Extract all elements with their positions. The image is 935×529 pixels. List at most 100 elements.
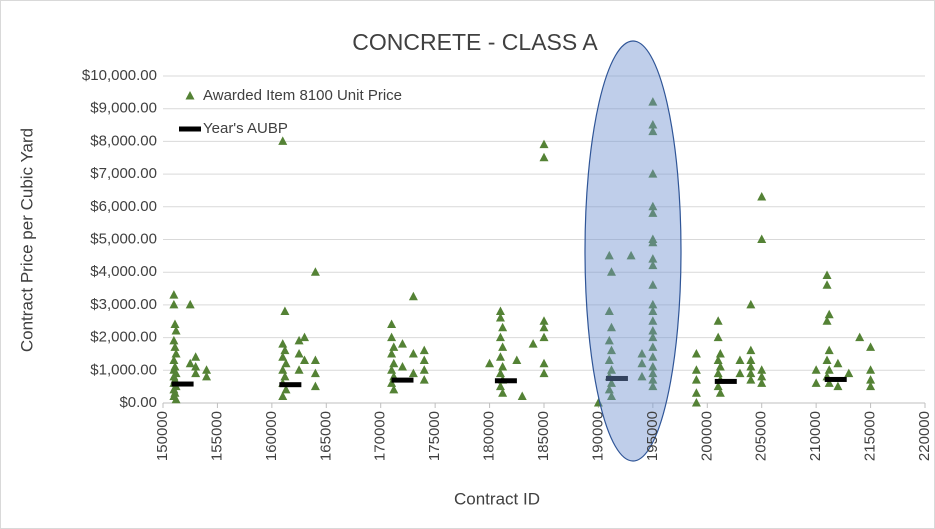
y-tick-label: $4,000.00 (90, 263, 157, 280)
price-point (278, 391, 288, 400)
price-point (387, 319, 397, 329)
aubp-dash (279, 382, 302, 388)
x-tick-label: 175000 (426, 411, 443, 461)
price-point (713, 332, 723, 342)
price-point (648, 375, 658, 384)
price-point (691, 365, 701, 374)
price-point (648, 381, 658, 391)
price-point (648, 208, 658, 217)
x-tick-label: 180000 (481, 411, 498, 461)
price-point (691, 398, 701, 407)
y-tick-label: $9,000.00 (90, 100, 157, 117)
price-point (648, 306, 658, 315)
price-point (757, 365, 767, 374)
price-point (746, 375, 756, 384)
price-point (757, 378, 767, 387)
legend-label: Year's AUBP (203, 120, 288, 137)
aubp-dash (171, 381, 194, 387)
price-point (185, 358, 195, 368)
price-point (713, 355, 723, 364)
price-point (387, 348, 397, 358)
y-tick-label: $2,000.00 (90, 329, 157, 346)
price-point (746, 368, 756, 378)
price-point (844, 368, 854, 378)
legend-marker (185, 91, 195, 100)
y-tick-label: $0.00 (119, 394, 157, 411)
price-point (824, 365, 834, 374)
price-point (606, 365, 616, 374)
price-point (606, 391, 616, 400)
price-point (397, 362, 407, 371)
price-point (169, 335, 179, 345)
price-point (691, 348, 701, 358)
price-point (495, 352, 505, 361)
price-point (637, 358, 647, 368)
price-point (757, 371, 767, 381)
price-point (648, 201, 658, 211)
price-point (713, 368, 723, 378)
aubp-dash (494, 378, 517, 384)
price-point (539, 332, 549, 342)
price-point (637, 348, 647, 358)
price-point (294, 365, 304, 374)
price-point (171, 394, 181, 404)
price-point (626, 250, 636, 260)
price-point (822, 316, 832, 325)
x-tick-label: 200000 (698, 411, 715, 461)
aubp-dash (714, 378, 737, 384)
price-point (408, 291, 418, 301)
price-point (648, 260, 658, 270)
price-point (746, 345, 756, 355)
price-point (648, 97, 658, 106)
price-point (648, 316, 658, 325)
price-point (294, 348, 304, 358)
x-tick-label: 220000 (916, 411, 933, 461)
price-point (648, 120, 658, 129)
price-point (498, 388, 508, 397)
price-point (485, 358, 495, 368)
price-point (389, 384, 399, 394)
price-point (387, 332, 397, 342)
price-point (512, 355, 522, 364)
x-tick-label: 150000 (154, 411, 171, 461)
price-point (855, 332, 865, 342)
price-point (528, 339, 538, 348)
price-point (202, 371, 212, 381)
price-point (604, 250, 614, 260)
y-tick-label: $1,000.00 (90, 361, 157, 378)
y-tick-label: $10,000.00 (82, 67, 157, 84)
y-tick-label: $5,000.00 (90, 230, 157, 247)
price-point (280, 345, 290, 355)
price-point (495, 306, 505, 315)
price-point (278, 136, 288, 145)
price-point (171, 348, 181, 358)
x-tick-label: 165000 (317, 411, 334, 461)
price-point (648, 332, 658, 342)
price-point (824, 378, 834, 387)
price-point (604, 384, 614, 394)
price-point (419, 365, 429, 374)
price-point (735, 355, 745, 364)
price-point (278, 365, 288, 374)
price-point (648, 169, 658, 178)
price-point (648, 326, 658, 335)
price-point (397, 339, 407, 348)
price-point (300, 332, 310, 342)
price-point (498, 342, 508, 351)
aubp-dash (824, 376, 847, 382)
y-tick-label: $7,000.00 (90, 165, 157, 182)
price-point (300, 355, 310, 364)
price-point (169, 290, 179, 299)
price-point (278, 352, 288, 361)
price-point (498, 322, 508, 332)
price-point (495, 368, 505, 378)
price-point (170, 319, 180, 329)
y-tick-label: $6,000.00 (90, 198, 157, 215)
chart-title: CONCRETE - CLASS A (352, 29, 598, 55)
price-point (822, 270, 832, 279)
price-point (648, 368, 658, 378)
price-point (833, 358, 843, 368)
price-point (539, 358, 549, 368)
